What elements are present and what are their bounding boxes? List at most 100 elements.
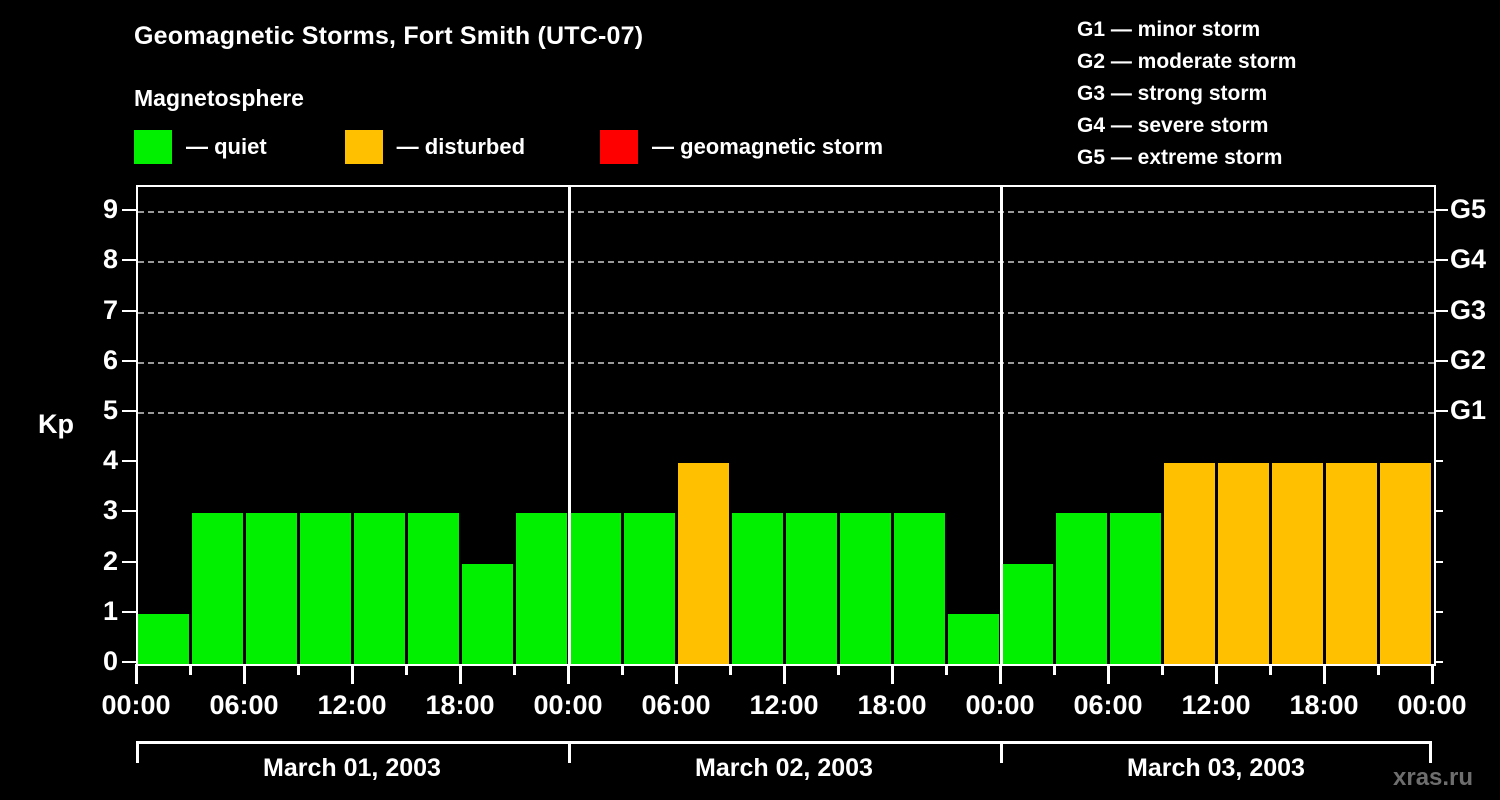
kp-bar — [1380, 463, 1431, 664]
y-tick-label: 3 — [102, 495, 118, 526]
day-separator — [1000, 187, 1003, 664]
g-tick-mark — [1434, 359, 1448, 362]
x-tick-minor — [621, 664, 624, 675]
y-tick-mark — [122, 661, 136, 663]
x-tick-major — [1323, 664, 1326, 684]
y-tick-mark — [122, 209, 136, 212]
x-tick-minor — [1269, 664, 1272, 675]
day-bracket-tick — [136, 741, 139, 763]
g-tick-label: G1 — [1450, 394, 1487, 425]
day-bracket-tick — [1000, 741, 1003, 763]
legend-item-disturbed: — disturbed — [344, 130, 525, 164]
g-tick-mark — [1434, 259, 1448, 262]
g-tick-mark-minor — [1434, 610, 1443, 613]
kp-bar — [570, 513, 621, 664]
g-tick-mark-minor — [1434, 560, 1443, 563]
disturbed-swatch-icon — [344, 130, 383, 164]
kp-bar — [462, 563, 513, 664]
kp-bar — [894, 513, 945, 664]
day-bracket — [568, 741, 1000, 744]
kp-bar — [1218, 463, 1269, 664]
day-label: March 01, 2003 — [263, 754, 441, 782]
y-tick-mark — [122, 259, 136, 262]
x-tick-major — [459, 664, 462, 684]
x-tick-major — [1431, 664, 1434, 684]
x-tick-label: 00:00 — [1397, 690, 1467, 720]
kp-bar — [678, 463, 729, 664]
gridline — [138, 261, 1434, 264]
quiet-swatch-icon — [134, 130, 172, 164]
legend-item-quiet: — quiet — [134, 130, 267, 164]
x-tick-major — [1107, 664, 1110, 684]
g-tick-mark-minor — [1434, 661, 1443, 663]
kp-bar — [300, 513, 351, 664]
x-tick-label: 12:00 — [1181, 690, 1251, 720]
y-tick-mark — [122, 359, 136, 362]
kp-bar — [516, 513, 567, 664]
color-legend: — quiet — disturbed — geomagnetic storm — [134, 130, 883, 164]
x-tick-minor — [945, 664, 948, 675]
kp-bar — [948, 613, 999, 664]
kp-bar — [408, 513, 459, 664]
y-tick-label: 4 — [102, 445, 118, 476]
page-title: Geomagnetic Storms, Fort Smith (UTC-07) — [134, 22, 644, 50]
x-tick-label: 06:00 — [209, 690, 279, 720]
g-legend-row: G4 — severe storm — [1077, 114, 1269, 137]
x-tick-minor — [1053, 664, 1056, 675]
g-legend-row: G3 — strong storm — [1077, 82, 1268, 105]
x-tick-label: 06:00 — [641, 690, 711, 720]
x-tick-minor — [1161, 664, 1164, 675]
y-tick-label: 0 — [102, 646, 118, 676]
y-tick-label: 5 — [102, 394, 118, 425]
y-tick-mark — [122, 309, 136, 312]
kp-bar — [1326, 463, 1377, 664]
x-tick-minor — [1377, 664, 1380, 675]
chart-plot-area — [136, 185, 1436, 666]
kp-bar — [192, 513, 243, 664]
legend-item-geomagnetic-storm: — geomagnetic storm — [600, 130, 883, 164]
gridline — [138, 361, 1434, 364]
x-tick-label: 18:00 — [425, 690, 495, 720]
x-tick-minor — [513, 664, 516, 675]
y-tick-label: 6 — [102, 344, 118, 375]
kp-bar — [1110, 513, 1161, 664]
x-tick-major — [891, 664, 894, 684]
x-tick-major — [675, 664, 678, 684]
y-tick-mark — [122, 409, 136, 412]
y-tick-label: 9 — [102, 194, 118, 225]
x-tick-minor — [405, 664, 408, 675]
kp-bar — [624, 513, 675, 664]
g-legend-row: G1 — minor storm — [1077, 18, 1261, 41]
x-tick-major — [1215, 664, 1218, 684]
g-tick-label: G4 — [1450, 244, 1487, 275]
kp-bar — [840, 513, 891, 664]
series-title: Magnetosphere — [134, 85, 304, 111]
g-tick-label: G5 — [1450, 194, 1487, 225]
g-tick-mark — [1434, 209, 1448, 212]
g-tick-label: G2 — [1450, 344, 1487, 375]
day-label: March 03, 2003 — [1127, 754, 1305, 782]
day-bracket-tick — [568, 741, 571, 763]
storm-swatch-icon — [600, 130, 639, 164]
kp-bar — [1002, 563, 1053, 664]
g-legend-row: G2 — moderate storm — [1077, 50, 1297, 73]
x-tick-label: 00:00 — [533, 690, 603, 720]
x-tick-label: 12:00 — [749, 690, 819, 720]
x-tick-minor — [297, 664, 300, 675]
day-bracket-tick — [1429, 741, 1432, 763]
g-tick-mark-minor — [1434, 460, 1443, 463]
g-tick-mark-minor — [1434, 510, 1443, 513]
day-label: March 02, 2003 — [695, 754, 873, 782]
kp-bar — [1272, 463, 1323, 664]
x-tick-label: 00:00 — [101, 690, 171, 720]
x-tick-label: 12:00 — [317, 690, 387, 720]
y-axis-title: Kp — [38, 409, 74, 439]
kp-bar — [1164, 463, 1215, 664]
kp-bar — [1056, 513, 1107, 664]
g-tick-mark — [1434, 409, 1448, 412]
kp-bar — [246, 513, 297, 664]
legend-label: — quiet — [186, 134, 267, 159]
y-tick-mark — [122, 610, 136, 613]
g-legend-row: G5 — extreme storm — [1077, 146, 1283, 169]
gridline — [138, 311, 1434, 314]
